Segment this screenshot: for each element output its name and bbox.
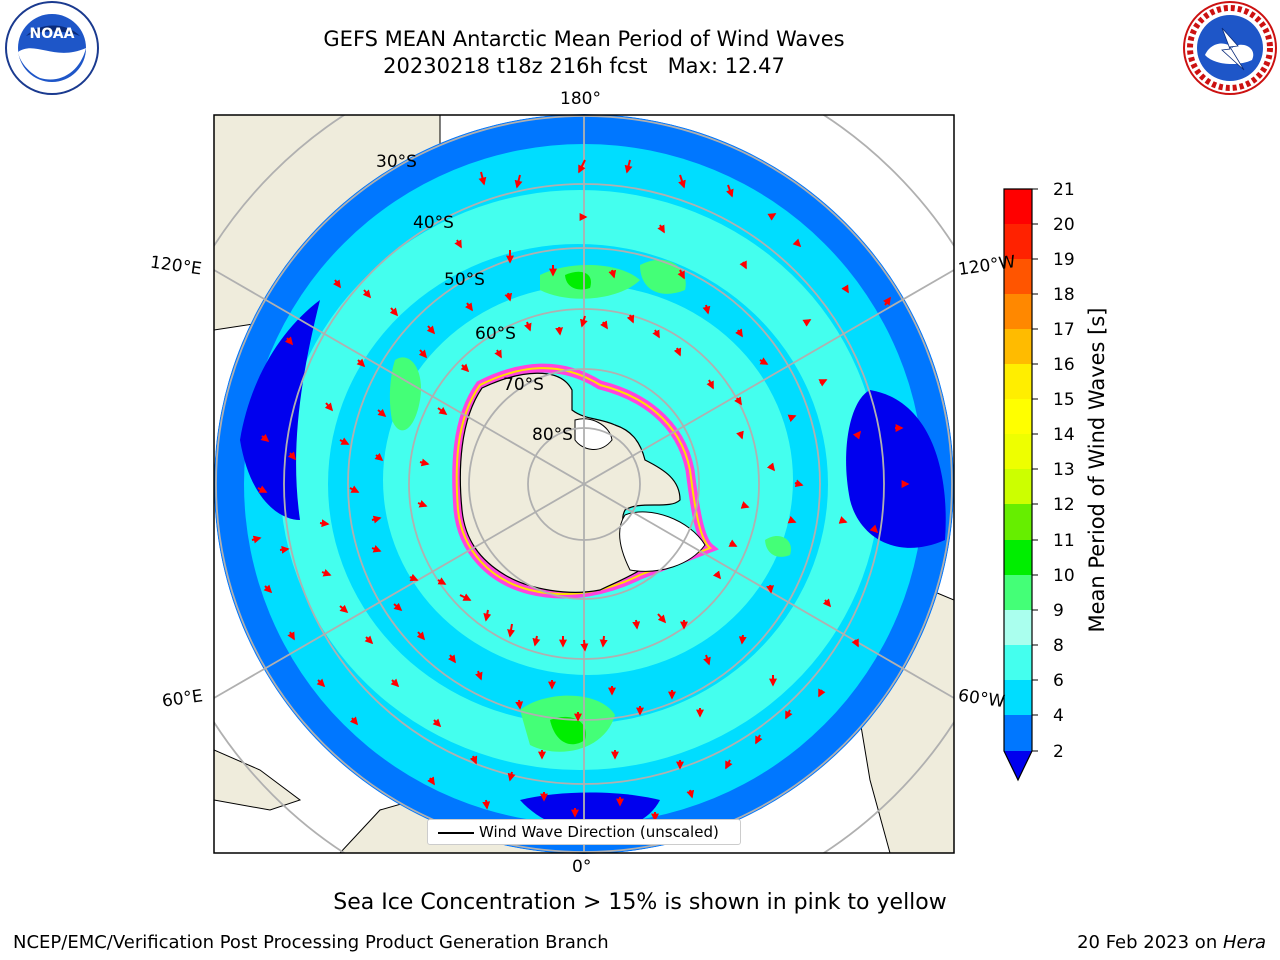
wind-wave-arrows <box>251 159 910 822</box>
colorbar-tick: 18 <box>1053 285 1075 305</box>
colorbar-tick: 20 <box>1053 215 1075 235</box>
colorbar-tick: 10 <box>1053 566 1075 586</box>
svg-text:NOAA: NOAA <box>30 26 75 42</box>
colorbar-tick: 2 <box>1053 742 1064 762</box>
lat-label-80s: 80°S <box>532 425 573 445</box>
colorbar-tick: 11 <box>1053 531 1075 551</box>
colorbar-tick: 13 <box>1053 460 1075 480</box>
colorbar <box>1003 188 1038 782</box>
colorbar-tick: 8 <box>1053 636 1064 656</box>
lat-label-40s: 40°S <box>413 213 454 233</box>
colorbar-tick: 19 <box>1053 250 1075 270</box>
legend-label: Wind Wave Direction (unscaled) <box>479 823 719 841</box>
lat-label-30s: 30°S <box>376 152 417 172</box>
lat-label-70s: 70°S <box>503 375 544 395</box>
lat-label-50s: 50°S <box>444 270 485 290</box>
lon-label-180: 180° <box>560 89 601 109</box>
colorbar-tick: 21 <box>1053 180 1075 200</box>
colorbar-tick: 9 <box>1053 601 1064 621</box>
footer-host: Hera <box>1222 932 1266 953</box>
colorbar-tick: 14 <box>1053 425 1075 445</box>
colorbar-tick: 6 <box>1053 671 1064 691</box>
legend-line-sample <box>438 832 474 834</box>
lon-label-0: 0° <box>572 857 592 877</box>
footer-credit: NCEP/EMC/Verification Post Processing Pr… <box>13 932 609 953</box>
footer-date-text: 20 Feb 2023 on <box>1077 932 1223 953</box>
colorbar-tick: 4 <box>1053 706 1064 726</box>
noaa-logo: NOAA <box>5 1 99 95</box>
colorbar-tick: 12 <box>1053 495 1075 515</box>
map-legend: Wind Wave Direction (unscaled) <box>427 819 741 845</box>
chart-subtitle: 20230218 t18z 216h fcst Max: 12.47 <box>383 54 785 78</box>
madagascar-land <box>214 749 302 811</box>
nws-logo <box>1183 1 1277 95</box>
lat-label-60s: 60°S <box>475 324 516 344</box>
chart-title: GEFS MEAN Antarctic Mean Period of Wind … <box>323 27 845 51</box>
antarctica <box>452 363 719 599</box>
colorbar-tick: 16 <box>1053 355 1075 375</box>
map-frame <box>213 114 955 854</box>
sea-ice-note: Sea Ice Concentration > 15% is shown in … <box>333 890 947 915</box>
colorbar-tick: 15 <box>1053 390 1075 410</box>
graticule <box>214 115 954 853</box>
footer-date: 20 Feb 2023 on Hera <box>1077 932 1266 953</box>
colorbar-tick: 17 <box>1053 320 1075 340</box>
colorbar-title: Mean Period of Wind Waves [s] <box>1085 307 1109 633</box>
